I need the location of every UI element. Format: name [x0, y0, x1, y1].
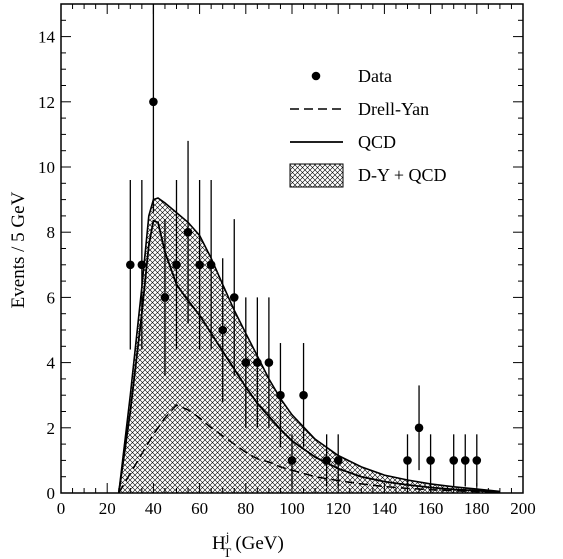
x-tick-label: 160: [418, 499, 444, 518]
data-point: [264, 358, 274, 367]
x-tick-label: 60: [191, 499, 208, 518]
x-tick-label: 140: [372, 499, 398, 518]
data-point: [126, 260, 135, 270]
data-point: [253, 358, 262, 367]
x-tick-label: 200: [510, 499, 536, 518]
y-tick-label: 4: [47, 354, 56, 373]
x-axis-title: Hj T (GeV): [212, 529, 284, 559]
axes: 0 20 40 60 80 100 120 140 160 180 200 0 2 4 6 8 10 12 14: [38, 3, 536, 518]
legend: Data Drell-Yan QCD D-Y + QCD: [289, 66, 446, 188]
x-tick-label: 80: [237, 499, 254, 518]
data-point: [195, 260, 204, 270]
data-point: [460, 456, 470, 465]
data-point: [206, 260, 216, 270]
x-tick-label: 120: [325, 499, 351, 518]
x-tick-label: 40: [145, 499, 162, 518]
y-tick-label: 8: [47, 223, 56, 242]
data-point: [403, 456, 412, 465]
x-axis-title-unit: (GeV): [235, 533, 284, 554]
data-point: [241, 358, 251, 367]
y-tick-label: 14: [38, 28, 56, 47]
legend-dy-qcd-label: D-Y + QCD: [358, 165, 446, 185]
data-point: [276, 390, 285, 400]
legend-data-label: Data: [358, 66, 392, 86]
y-tick-label: 0: [47, 484, 56, 503]
x-tick-label: 180: [464, 499, 490, 518]
data-point: [449, 456, 459, 465]
x-axis-title-sub: T: [223, 545, 231, 559]
data-point: [287, 456, 297, 465]
legend-drell-yan-label: Drell-Yan: [358, 99, 429, 119]
y-axis-title: Events / 5 GeV: [8, 191, 29, 308]
dy-qcd-area: [118, 198, 500, 493]
x-tick-label: 100: [279, 499, 305, 518]
data-point: [160, 293, 170, 302]
data-point: [137, 260, 147, 270]
data-point: [149, 97, 158, 107]
data-points: [126, 4, 482, 487]
data-point: [472, 456, 482, 465]
x-axis-title-main: H: [212, 533, 226, 554]
data-point: [333, 456, 343, 465]
y-tick-label: 6: [47, 288, 56, 307]
y-tick-label: 2: [47, 419, 56, 438]
y-tick-label: 10: [38, 158, 55, 177]
x-axis-title-sup: j: [225, 529, 230, 544]
legend-data-marker: [311, 71, 321, 81]
data-point: [172, 260, 181, 270]
x-tick-label: 0: [57, 499, 66, 518]
data-point: [299, 390, 308, 400]
data-point: [218, 325, 227, 335]
data-point: [183, 227, 193, 237]
data-point: [414, 423, 424, 433]
y-tick-label: 12: [38, 93, 55, 112]
x-tick-label: 20: [99, 499, 116, 518]
legend-qcd-label: QCD: [358, 132, 396, 152]
legend-dy-qcd-swatch: [289, 163, 344, 188]
data-point: [229, 293, 239, 302]
data-point: [426, 456, 435, 465]
data-point: [322, 456, 331, 465]
